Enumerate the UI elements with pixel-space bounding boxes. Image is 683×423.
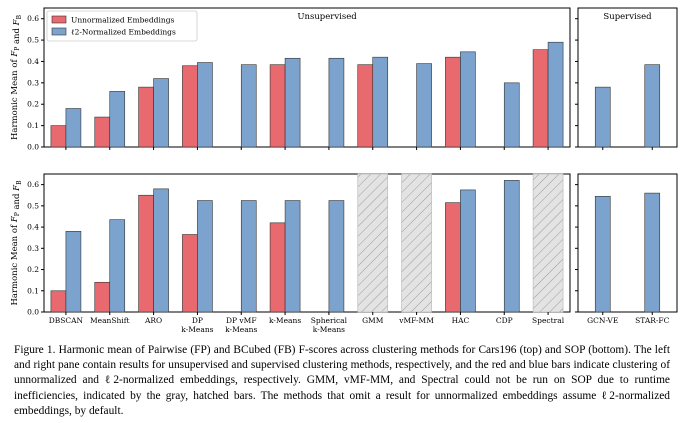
y-tick-label: 0.1 bbox=[27, 286, 39, 295]
bar-unnormalized-cars196-spectral bbox=[532, 49, 549, 148]
x-tick-label-spherical-k-means: Spherical bbox=[311, 316, 348, 325]
bar-normalized-cars196-dp-k-means bbox=[197, 62, 213, 148]
bar-normalized-sop-dbscan bbox=[65, 231, 82, 313]
hatched-bar-gmm bbox=[357, 173, 389, 313]
unsupervised-axes-sop bbox=[43, 173, 571, 313]
legend-label-0: Unnormalized Embeddings bbox=[71, 16, 174, 25]
bar-normalized-sop-cdp bbox=[503, 180, 520, 313]
bar-normalized-cars196-dp-vmf-k-means bbox=[240, 64, 257, 148]
bar-normalized-cars196-gmm bbox=[372, 56, 389, 148]
x-tick-label-aro: ARO bbox=[144, 316, 162, 325]
x-tick-label-k-means: k-Means bbox=[269, 316, 301, 325]
caption-label: Figure 1. bbox=[14, 344, 56, 356]
bar-unnormalized-cars196-gmm bbox=[357, 64, 374, 148]
bar-normalized-sop-meanshift bbox=[109, 219, 126, 313]
supervised-axes-sop bbox=[577, 173, 678, 313]
y-tick-label: 0.1 bbox=[27, 121, 39, 130]
bar-unnormalized-cars196-dbscan bbox=[50, 125, 67, 148]
bar-normalized-sop-star-fc bbox=[644, 192, 661, 313]
x-tick-label-vmf-mm: vMF-MM bbox=[398, 316, 434, 325]
y-tick-label: 0.4 bbox=[27, 57, 39, 66]
bar-unnormalized-sop-k-means bbox=[269, 222, 286, 313]
y-tick-label: 0.4 bbox=[27, 223, 39, 232]
bar-unnormalized-cars196-aro bbox=[138, 86, 154, 148]
bar-normalized-cars196-spectral bbox=[547, 41, 564, 148]
hatched-bar-spectral bbox=[532, 173, 564, 313]
y-tick-label: 0.2 bbox=[27, 100, 39, 109]
legend-label-1: ℓ2-Normalized Embeddings bbox=[71, 28, 176, 37]
bar-normalized-cars196-spherical-k-means bbox=[328, 57, 345, 148]
x-tick-label-star-fc: STAR-FC bbox=[635, 316, 670, 325]
pane-title-unsupervised: Unsupervised bbox=[297, 12, 357, 22]
bar-normalized-cars196-gcn-ve bbox=[594, 86, 611, 148]
legend-swatch-0 bbox=[51, 15, 67, 24]
bar-unnormalized-cars196-hac bbox=[445, 56, 461, 148]
x-tick-label-spherical-k-means: k-Means bbox=[313, 325, 345, 334]
y-tick-label: 0.6 bbox=[27, 180, 39, 189]
hatched-bar-vmf-mm bbox=[401, 173, 432, 313]
x-tick-label-dp-vmf-k-means: DP vMF bbox=[226, 316, 257, 325]
unsupervised-axes-cars196 bbox=[43, 7, 571, 148]
bar-normalized-cars196-aro bbox=[153, 78, 169, 148]
bar-normalized-cars196-meanshift bbox=[109, 91, 126, 148]
bar-normalized-sop-gcn-ve bbox=[594, 195, 611, 313]
bar-unnormalized-sop-aro bbox=[138, 194, 154, 313]
y-axis-label: Harmonic Mean of FP and FB bbox=[10, 14, 23, 140]
bar-unnormalized-cars196-meanshift bbox=[94, 116, 111, 148]
x-tick-label-hac: HAC bbox=[452, 316, 470, 325]
bar-unnormalized-sop-dbscan bbox=[50, 290, 67, 313]
bar-normalized-cars196-hac bbox=[460, 51, 476, 148]
x-tick-label-spectral: Spectral bbox=[532, 316, 565, 325]
caption-text: Harmonic mean of Pairwise (FP) and BCube… bbox=[14, 344, 670, 417]
x-tick-label-dp-k-means: k-Means bbox=[181, 325, 213, 334]
x-tick-label-cdp: CDP bbox=[496, 316, 513, 325]
y-tick-label: 0.3 bbox=[27, 78, 39, 87]
pane-title-supervised: Supervised bbox=[603, 12, 652, 22]
y-tick-label: 0.6 bbox=[27, 14, 39, 23]
y-tick-label: 0.2 bbox=[27, 265, 39, 274]
bar-normalized-cars196-cdp bbox=[503, 82, 520, 148]
y-tick-label: 0.5 bbox=[27, 36, 39, 45]
bar-normalized-cars196-dbscan bbox=[65, 108, 82, 148]
x-tick-label-meanshift: MeanShift bbox=[90, 316, 130, 325]
y-tick-label: 0.0 bbox=[27, 143, 39, 152]
bar-unnormalized-sop-meanshift bbox=[94, 281, 111, 313]
bar-normalized-sop-aro bbox=[153, 188, 169, 313]
y-tick-label: 0.3 bbox=[27, 244, 39, 253]
bar-normalized-cars196-k-means bbox=[284, 57, 301, 148]
x-tick-label-gcn-ve: GCN-VE bbox=[587, 316, 618, 325]
bar-normalized-cars196-star-fc bbox=[644, 64, 661, 148]
y-tick-label: 0.5 bbox=[27, 201, 39, 210]
x-tick-label-dp-k-means: DP bbox=[192, 316, 203, 325]
bar-unnormalized-cars196-dp-k-means bbox=[182, 65, 198, 148]
bar-normalized-sop-hac bbox=[460, 189, 476, 313]
bar-unnormalized-cars196-k-means bbox=[269, 64, 286, 148]
y-axis-label: Harmonic Mean of FP and FB bbox=[10, 180, 23, 306]
clustering-results-figure: 0.0 0.1 0.2 0.3 0.4 0.5 0.6 Harmonic Mean of FP… bbox=[10, 7, 678, 334]
bar-normalized-cars196-vmf-mm bbox=[416, 63, 432, 148]
bar-unnormalized-sop-hac bbox=[445, 202, 461, 313]
bar-normalized-sop-dp-vmf-k-means bbox=[240, 200, 257, 313]
y-tick-label: 0.0 bbox=[27, 308, 39, 317]
bar-normalized-sop-k-means bbox=[284, 200, 301, 313]
bar-normalized-sop-dp-k-means bbox=[197, 200, 213, 313]
x-tick-label-gmm: GMM bbox=[362, 316, 384, 325]
legend-swatch-1 bbox=[51, 27, 67, 36]
bar-unnormalized-sop-dp-k-means bbox=[182, 234, 198, 313]
legend-box bbox=[46, 10, 198, 42]
bar-normalized-sop-spherical-k-means bbox=[328, 200, 345, 313]
x-tick-label-dbscan: DBSCAN bbox=[49, 316, 84, 325]
x-tick-label-dp-vmf-k-means: k-Means bbox=[225, 325, 257, 334]
figure-caption: Figure 1. Harmonic mean of Pairwise (FP)… bbox=[14, 343, 670, 419]
supervised-axes-cars196 bbox=[577, 7, 678, 148]
